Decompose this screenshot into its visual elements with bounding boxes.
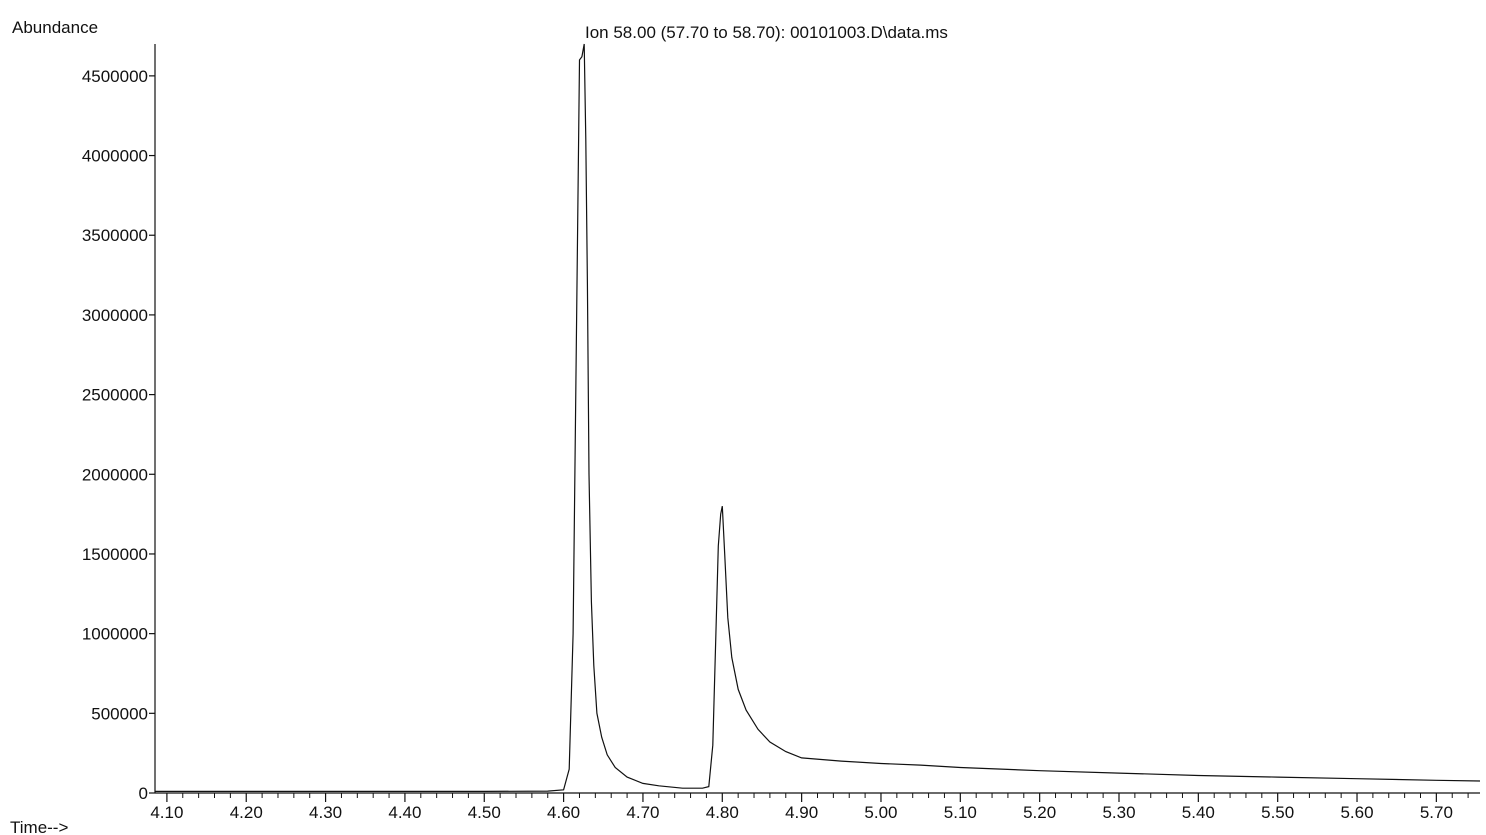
y-tick-label: 0	[139, 784, 148, 803]
x-tick-label: 5.70	[1420, 803, 1453, 822]
x-tick-label: 5.40	[1182, 803, 1215, 822]
y-tick-label: 2000000	[82, 465, 148, 484]
x-tick-label: 4.80	[706, 803, 739, 822]
y-tick-label: 4000000	[82, 147, 148, 166]
x-tick-label: 4.90	[785, 803, 818, 822]
x-axis-label: Time-->	[10, 818, 68, 835]
y-tick-label: 1500000	[82, 545, 148, 564]
x-tick-label: 4.70	[626, 803, 659, 822]
y-tick-label: 2500000	[82, 386, 148, 405]
y-axis-label: Abundance	[12, 18, 98, 37]
x-tick-label: 4.50	[468, 803, 501, 822]
y-ticks: 0 500000 1000000 1500000 2000000 2500000 30000…	[82, 67, 155, 803]
x-tick-label: 4.60	[547, 803, 580, 822]
x-tick-label: 5.50	[1261, 803, 1294, 822]
y-tick-label: 1000000	[82, 625, 148, 644]
y-tick-label: 4500000	[82, 67, 148, 86]
x-tick-label: 5.00	[864, 803, 897, 822]
series-line	[155, 43, 1481, 792]
x-tick-label: 5.60	[1340, 803, 1373, 822]
x-tick-label: 5.30	[1102, 803, 1135, 822]
x-tick-label: 5.20	[1023, 803, 1056, 822]
x-ticks: 4.10 4.20 4.30 4.40 4.50 4.60 4.70 4.80 4.90 5.00…	[150, 793, 1469, 822]
x-tick-label: 4.30	[309, 803, 342, 822]
x-tick-label: 4.20	[230, 803, 263, 822]
chart-title: Ion 58.00 (57.70 to 58.70): 00101003.D\d…	[585, 23, 948, 42]
x-tick-label: 4.40	[388, 803, 421, 822]
x-tick-label: 5.10	[944, 803, 977, 822]
y-tick-label: 3000000	[82, 306, 148, 325]
y-tick-label: 3500000	[82, 226, 148, 245]
y-tick-label: 500000	[91, 704, 148, 723]
x-tick-label: 4.10	[150, 803, 183, 822]
